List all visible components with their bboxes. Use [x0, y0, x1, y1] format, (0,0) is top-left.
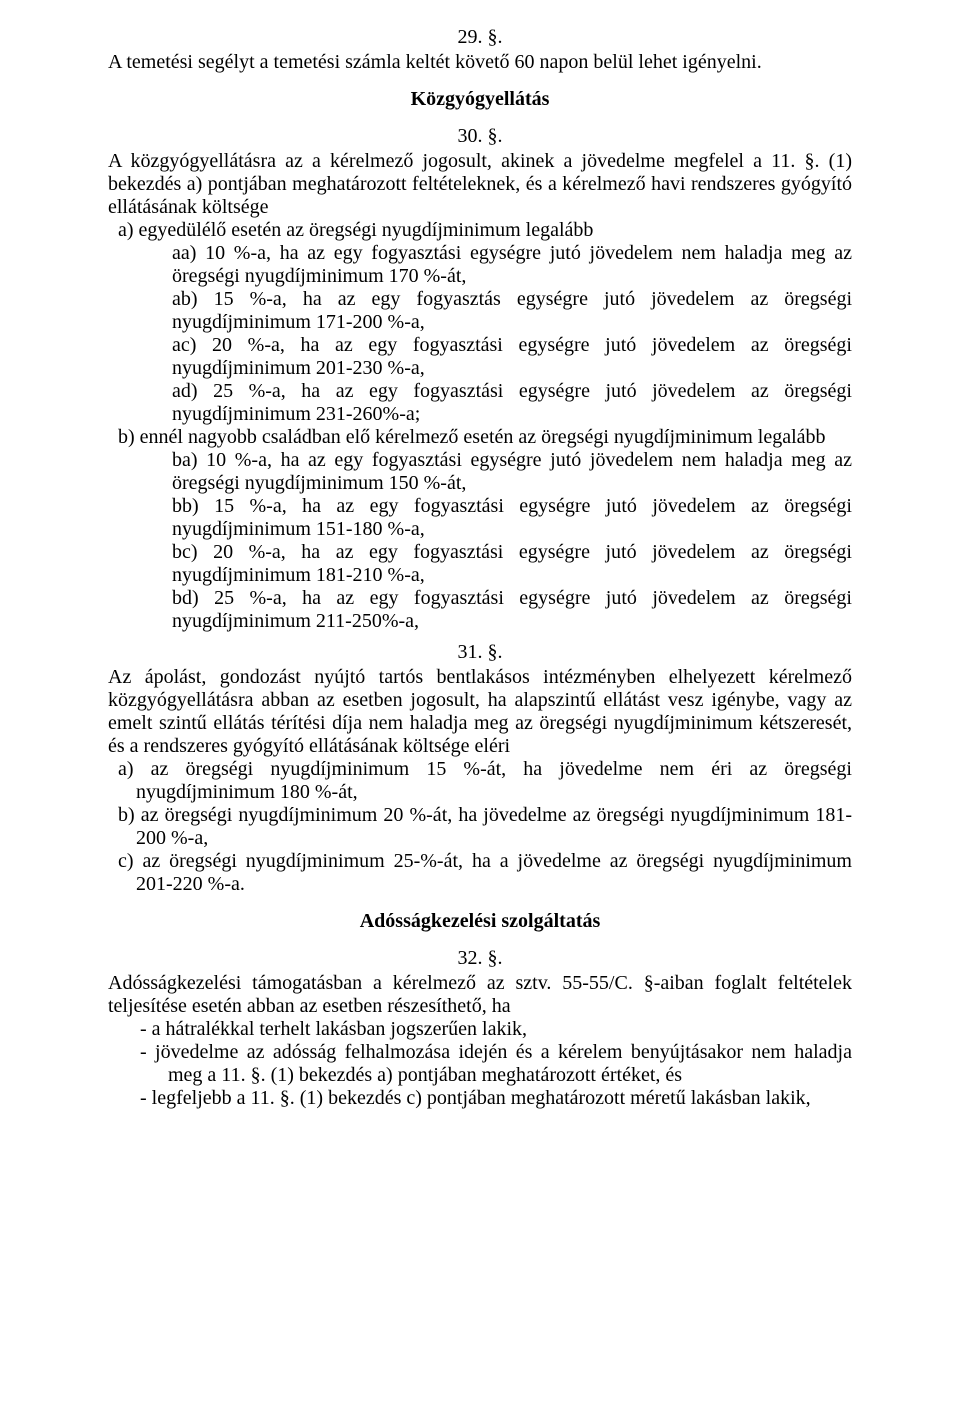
- section-29-number: 29. §.: [108, 26, 852, 49]
- section-32-dash-3: - legfeljebb a 11. §. (1) bekezdés c) po…: [108, 1087, 852, 1110]
- section-32-intro: Adósságkezelési támogatásban a kérelmező…: [108, 972, 852, 1018]
- section-30-b-bc: bc) 20 %-a, ha az egy fogyasztási egység…: [108, 541, 852, 587]
- kozgyogyellatas-title: Közgyógyellátás: [108, 88, 852, 111]
- section-30-a-head: a) egyedülélő esetén az öregségi nyugdíj…: [108, 219, 852, 242]
- section-31-number: 31. §.: [108, 641, 852, 664]
- section-30-a-ab: ab) 15 %-a, ha az egy fogyasztás egységr…: [108, 288, 852, 334]
- section-30-b-ba: ba) 10 %-a, ha az egy fogyasztási egység…: [108, 449, 852, 495]
- section-30-a-ad: ad) 25 %-a, ha az egy fogyasztási egység…: [108, 380, 852, 426]
- section-30-number: 30. §.: [108, 125, 852, 148]
- section-32-number: 32. §.: [108, 947, 852, 970]
- section-30-b-head: b) ennél nagyobb családban elő kérelmező…: [108, 426, 852, 449]
- section-30-a-ac: ac) 20 %-a, ha az egy fogyasztási egység…: [108, 334, 852, 380]
- section-30-b-bb: bb) 15 %-a, ha az egy fogyasztási egység…: [108, 495, 852, 541]
- section-32-dash-2: - jövedelme az adósság felhalmozása idej…: [108, 1041, 852, 1087]
- section-30-a-aa: aa) 10 %-a, ha az egy fogyasztási egység…: [108, 242, 852, 288]
- section-31-b: b) az öregségi nyugdíjminimum 20 %-át, h…: [108, 804, 852, 850]
- section-32-dash-1: - a hátralékkal terhelt lakásban jogszer…: [108, 1018, 852, 1041]
- section-29-text: A temetési segélyt a temetési számla kel…: [108, 51, 852, 74]
- section-31-intro: Az ápolást, gondozást nyújtó tartós bent…: [108, 666, 852, 758]
- section-31-a: a) az öregségi nyugdíjminimum 15 %-át, h…: [108, 758, 852, 804]
- section-31-c: c) az öregségi nyugdíjminimum 25-%-át, h…: [108, 850, 852, 896]
- section-30-b-bd: bd) 25 %-a, ha az egy fogyasztási egység…: [108, 587, 852, 633]
- adossagkezelesi-title: Adósságkezelési szolgáltatás: [108, 910, 852, 933]
- section-30-intro: A közgyógyellátásra az a kérelmező jogos…: [108, 150, 852, 219]
